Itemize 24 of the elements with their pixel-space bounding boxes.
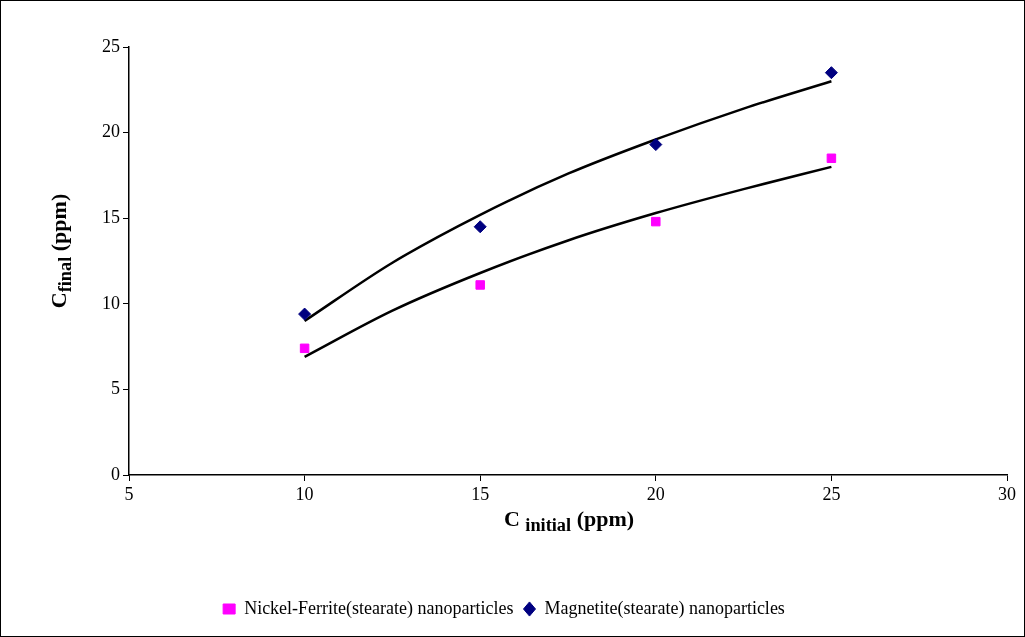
x-tick-label: 10 (295, 483, 314, 504)
x-tick-label: 20 (646, 483, 665, 504)
point (298, 307, 312, 321)
line-series (303, 165, 833, 359)
legend-label: Magnetite(stearate) nanoparticles (544, 597, 785, 619)
y-tick-label: 10 (102, 292, 120, 313)
x-tick-label: 15 (471, 483, 490, 504)
point (475, 280, 485, 290)
point (826, 153, 837, 164)
x-axis-title: C $_{initial}$ (ppm) (503, 505, 635, 537)
point (473, 220, 487, 234)
x-tick-label: 5 (124, 483, 134, 504)
y-tick-label: 15 (102, 206, 120, 227)
point (824, 66, 838, 80)
point (649, 138, 663, 152)
y-tick-label: 0 (111, 463, 120, 484)
point (651, 216, 661, 227)
x-tick-label: 25 (822, 483, 841, 504)
y-tick-label: 20 (102, 121, 120, 142)
legend-label: Nickel-Ferrite(stearate) nanoparticles (244, 597, 514, 619)
y-tick-label: 5 (111, 378, 120, 399)
point (299, 343, 310, 354)
y-tick-label: 25 (102, 35, 120, 56)
x-tick-label: 30 (998, 483, 1016, 504)
